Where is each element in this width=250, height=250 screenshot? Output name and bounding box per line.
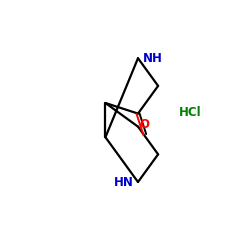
Text: O: O xyxy=(140,118,150,131)
Text: HCl: HCl xyxy=(179,106,202,119)
Text: HN: HN xyxy=(114,176,134,188)
Text: NH: NH xyxy=(142,52,162,65)
